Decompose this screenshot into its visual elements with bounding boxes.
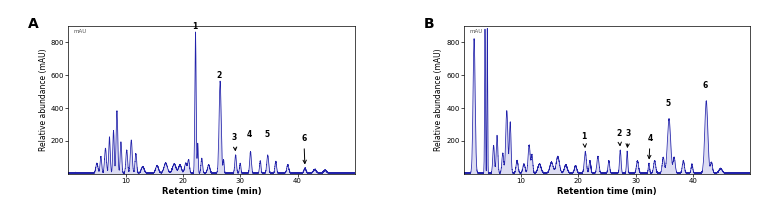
- Text: 4: 4: [247, 130, 252, 139]
- Text: 5: 5: [666, 99, 670, 108]
- X-axis label: Retention time (min): Retention time (min): [161, 187, 262, 196]
- Text: 3: 3: [232, 133, 237, 150]
- Text: 5: 5: [264, 130, 269, 139]
- X-axis label: Retention time (min): Retention time (min): [557, 187, 657, 196]
- Text: 2: 2: [216, 71, 221, 80]
- Y-axis label: Relative abundance (mAU): Relative abundance (mAU): [434, 49, 443, 151]
- Text: 6: 6: [703, 81, 708, 90]
- Text: 2: 2: [616, 129, 622, 145]
- Text: 6: 6: [301, 134, 306, 163]
- Text: B: B: [424, 17, 434, 31]
- Text: 4: 4: [647, 134, 653, 159]
- Text: mAU: mAU: [469, 29, 483, 34]
- Y-axis label: Relative abundance (mAU): Relative abundance (mAU): [39, 49, 48, 151]
- Text: 1: 1: [192, 22, 197, 31]
- Text: 3: 3: [625, 129, 631, 147]
- Text: 1: 1: [581, 132, 587, 147]
- Text: A: A: [28, 17, 39, 31]
- Text: mAU: mAU: [74, 29, 87, 34]
